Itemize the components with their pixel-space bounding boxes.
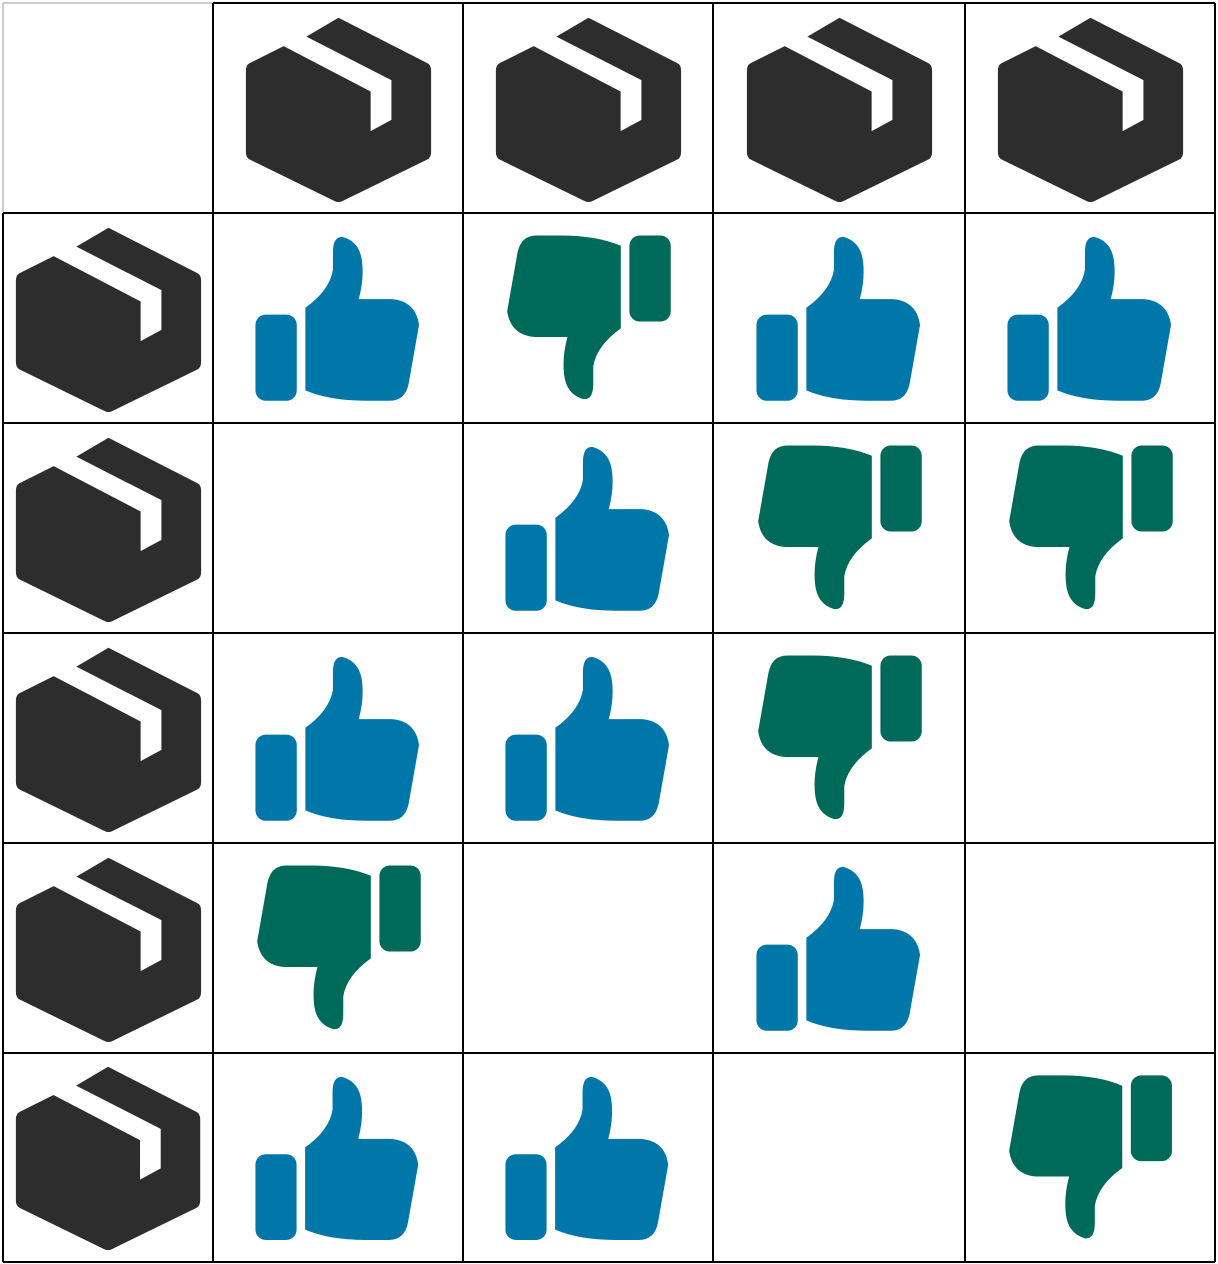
thumbs-up-icon [252, 232, 424, 404]
thumbs-down-icon [753, 652, 925, 824]
thumbs-down-icon [1004, 1072, 1175, 1243]
box-icon [14, 1063, 202, 1251]
thumbs-up-icon [753, 232, 925, 404]
thumbs-up-icon [1004, 232, 1176, 404]
thumbs-down-icon [502, 232, 674, 404]
thumbs-up-icon [502, 652, 674, 824]
box-icon [996, 14, 1185, 203]
thumbs-up-icon [502, 442, 674, 614]
thumbs-down-icon [252, 862, 424, 1034]
box-icon [494, 14, 683, 203]
thumbs-up-icon [252, 652, 424, 824]
thumbs-up-icon [502, 1072, 673, 1243]
thumbs-up-icon [753, 862, 925, 1034]
box-icon [244, 14, 433, 203]
box-icon [14, 224, 203, 413]
thumbs-down-icon [1004, 442, 1176, 614]
box-icon [14, 434, 203, 623]
box-icon [14, 644, 203, 833]
box-icon [745, 14, 934, 203]
box-icon [14, 854, 203, 1043]
thumbs-down-icon [753, 442, 925, 614]
thumbs-up-icon [252, 1072, 423, 1243]
